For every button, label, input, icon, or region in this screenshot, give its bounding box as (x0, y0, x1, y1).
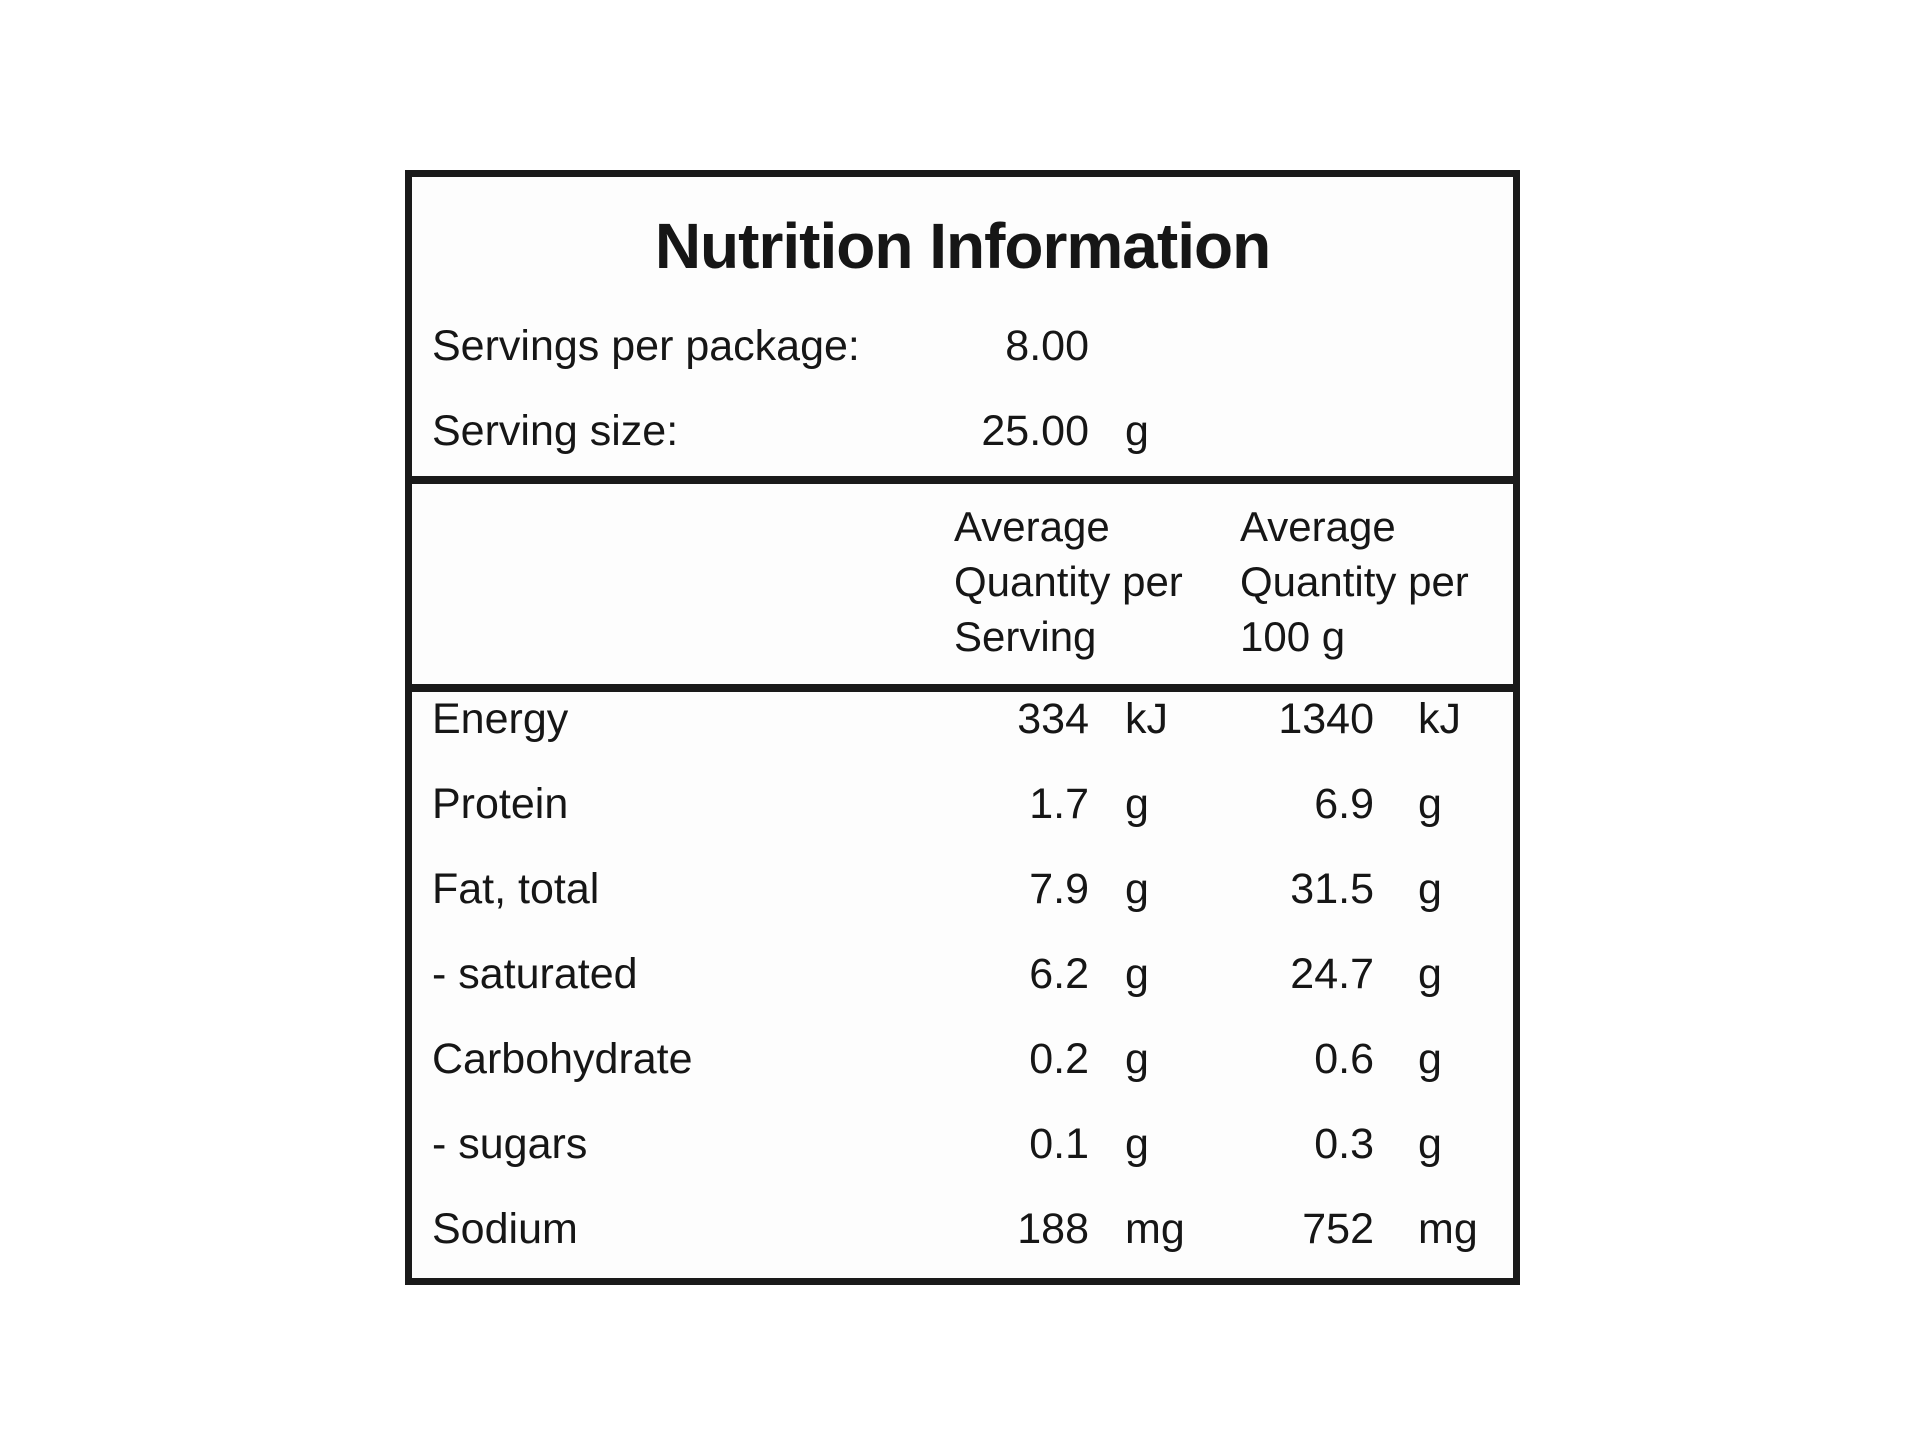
per-serving-unit: g (1125, 1120, 1149, 1168)
column-header-per-100g-line1: Average (1240, 503, 1396, 550)
column-header-per-serving-line1: Average (954, 503, 1110, 550)
per-100g-unit: g (1418, 1035, 1442, 1083)
servings-per-package-row: Servings per package: 8.00 (412, 325, 1513, 368)
per-100g-unit: mg (1418, 1205, 1478, 1253)
per-100g-unit: kJ (1418, 695, 1461, 743)
nutrient-name: - saturated (432, 950, 638, 998)
servings-per-package-unit (1089, 325, 1513, 368)
nutrient-name: - sugars (432, 1120, 588, 1168)
column-header-section: Average Quantity per Serving Average Qua… (412, 484, 1513, 684)
nutrient-name: Protein (432, 780, 569, 828)
per-100g-value: 1340 (1278, 695, 1374, 743)
panel-title: Nutrition Information (654, 210, 1271, 282)
per-100g-value: 24.7 (1290, 950, 1374, 998)
nutrient-row-sodium: Sodium 188 mg 752 mg (412, 1206, 1513, 1278)
nutrition-information-panel: Nutrition Information Servings per packa… (405, 170, 1520, 1285)
per-100g-value: 6.9 (1314, 780, 1374, 828)
per-100g-unit: g (1418, 780, 1442, 828)
per-serving-unit: g (1125, 1035, 1149, 1083)
nutrient-name: Fat, total (432, 865, 600, 913)
nutrient-row-protein: Protein 1.7 g 6.9 g (412, 781, 1513, 866)
nutrient-row-energy: Energy 334 kJ 1340 kJ (412, 696, 1513, 781)
column-header-spacer (412, 499, 892, 684)
per-serving-unit: g (1125, 950, 1149, 998)
column-header-per-serving: Average Quantity per Serving (892, 499, 1219, 684)
per-serving-unit: g (1125, 780, 1149, 828)
per-100g-value: 0.6 (1314, 1035, 1374, 1083)
per-serving-value: 7.9 (1029, 865, 1089, 913)
servings-per-package-label: Servings per package: (432, 322, 860, 370)
column-header-per-100g: Average Quantity per 100 g (1219, 499, 1513, 684)
section-divider-top (412, 476, 1513, 484)
per-100g-value: 31.5 (1290, 865, 1374, 913)
per-serving-unit: mg (1125, 1205, 1185, 1253)
per-100g-unit: g (1418, 1120, 1442, 1168)
column-header-per-100g-line2: Quantity per (1240, 558, 1469, 605)
servings-per-package-value: 8.00 (1005, 322, 1089, 370)
per-100g-value: 752 (1302, 1205, 1374, 1253)
per-serving-unit: kJ (1125, 695, 1168, 743)
nutrient-name: Carbohydrate (432, 1035, 693, 1083)
per-serving-value: 0.2 (1029, 1035, 1089, 1083)
nutrient-row-saturated: - saturated 6.2 g 24.7 g (412, 951, 1513, 1036)
per-serving-value: 1.7 (1029, 780, 1089, 828)
per-serving-value: 188 (1017, 1205, 1089, 1253)
column-header-per-100g-line3: 100 g (1240, 613, 1346, 660)
per-serving-value: 0.1 (1029, 1120, 1089, 1168)
nutrient-row-carbohydrate: Carbohydrate 0.2 g 0.6 g (412, 1036, 1513, 1121)
serving-size-label: Serving size: (432, 407, 679, 455)
nutrient-row-fat-total: Fat, total 7.9 g 31.5 g (412, 866, 1513, 951)
serving-size-unit: g (1125, 407, 1149, 455)
serving-info-section: Nutrition Information Servings per packa… (412, 177, 1513, 476)
column-header-per-serving-line3: Serving (954, 613, 1097, 660)
per-100g-value: 0.3 (1314, 1120, 1374, 1168)
per-serving-value: 6.2 (1029, 950, 1089, 998)
nutrient-name: Sodium (432, 1205, 578, 1253)
per-serving-unit: g (1125, 865, 1149, 913)
nutrient-row-sugars: - sugars 0.1 g 0.3 g (412, 1121, 1513, 1206)
serving-size-row: Serving size: 25.00 g (412, 410, 1513, 453)
nutrient-name: Energy (432, 695, 569, 743)
nutrient-table-body: Energy 334 kJ 1340 kJ Protein 1.7 g 6.9 … (412, 692, 1513, 1278)
per-100g-unit: g (1418, 865, 1442, 913)
serving-size-value: 25.00 (981, 407, 1089, 455)
per-serving-value: 334 (1017, 695, 1089, 743)
column-header-per-serving-line2: Quantity per (954, 558, 1183, 605)
per-100g-unit: g (1418, 950, 1442, 998)
section-divider-bottom (412, 684, 1513, 692)
